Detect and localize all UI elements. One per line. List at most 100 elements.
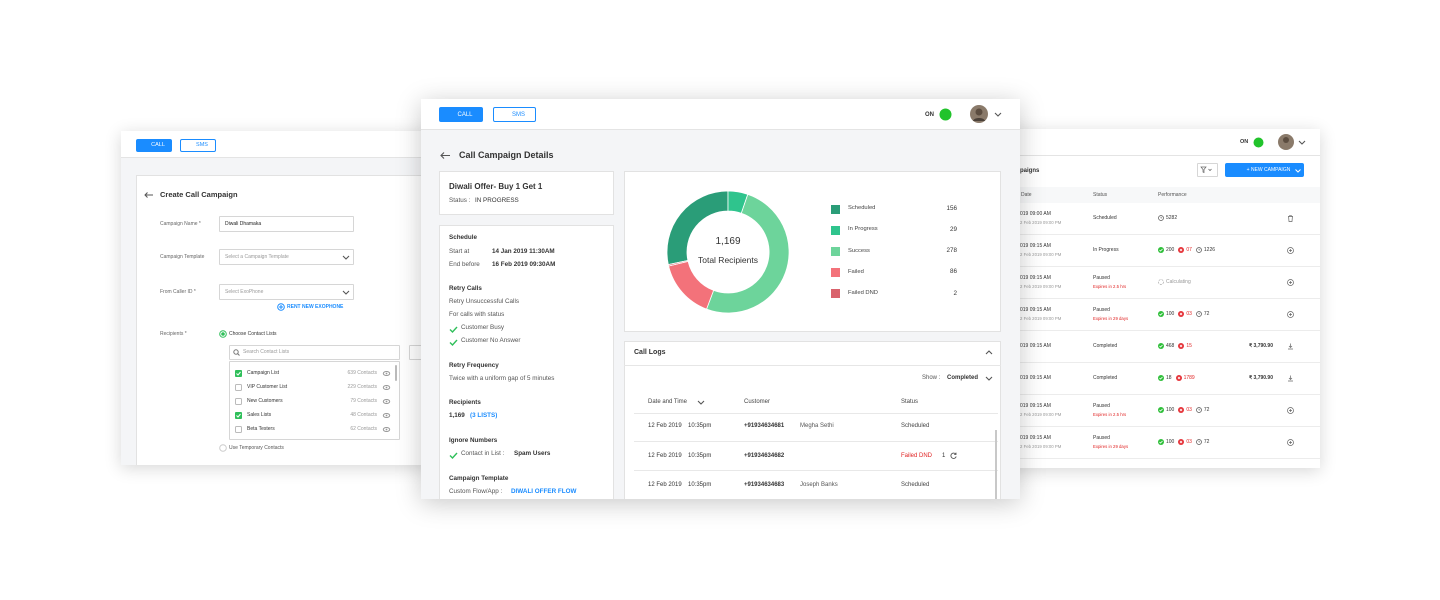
row-action[interactable] [1287,246,1294,254]
new-campaign-button[interactable]: + NEW CAMPAIGN [1225,163,1304,177]
checkbox[interactable] [235,397,242,405]
detail-text: Start at [449,247,470,255]
perf-value: 1226 [1203,246,1216,253]
add-circle[interactable] [1287,310,1294,318]
row-action[interactable] [1287,343,1294,350]
list-count: 229 Contacts [347,383,377,390]
toggle[interactable] [939,108,952,121]
checkbox[interactable] [235,411,242,419]
eye[interactable] [382,413,391,418]
list-checkbox[interactable] [235,425,242,433]
filter-chevron[interactable] [985,376,993,381]
chevron [1295,169,1301,173]
list-count: 62 Contacts [350,425,377,432]
add-circle[interactable] [1287,406,1294,414]
perf-value: 07 [1186,246,1192,253]
checkbox[interactable] [235,425,242,433]
cross [1180,344,1183,348]
toggle-on[interactable] [1253,137,1264,148]
back-arrow[interactable] [144,192,153,198]
donut-total: 1,169 [715,236,741,247]
detail-text: End before [449,260,480,268]
back-icon[interactable] [144,192,153,198]
log-phone: +91934634683 [744,482,785,488]
column-header: Status [1093,191,1108,198]
radio[interactable] [219,444,227,452]
download[interactable] [1288,375,1293,381]
filter-icon[interactable] [1200,166,1213,174]
row-action[interactable] [1287,278,1294,286]
eye[interactable] [382,385,391,390]
trash[interactable] [1288,214,1293,222]
retry[interactable] [950,452,957,459]
legend-label: Success [848,247,870,254]
add-circle[interactable] [1287,438,1294,446]
detail-value: Spam Users [514,449,551,457]
list-checkbox[interactable] [235,369,242,377]
call-tab[interactable]: CALL [136,139,172,152]
form-title: Create Call Campaign [160,190,238,200]
preview-icon[interactable] [382,399,391,404]
row-action[interactable] [1287,310,1294,318]
rent-link[interactable]: RENT NEW EXOPHONE [287,303,344,310]
user-avatar[interactable] [1278,134,1294,150]
row-action[interactable] [1287,438,1294,446]
back-icon[interactable] [440,152,451,159]
radio[interactable] [219,444,227,452]
hands [1198,408,1201,411]
filter-value[interactable]: Completed [947,375,979,381]
add-circle[interactable] [1287,246,1294,254]
list-checkbox[interactable] [235,411,242,419]
perf-icon [1158,311,1164,317]
row-action[interactable] [1287,406,1294,414]
row-action[interactable] [1287,375,1294,382]
dropdown-icon[interactable] [342,255,350,260]
eye[interactable] [382,427,391,432]
clock [1196,311,1202,317]
sms-tab[interactable]: SMS [493,107,536,122]
sort-icon[interactable] [697,400,705,405]
template-link[interactable]: DIWALI OFFER FLOW [511,487,577,495]
chevron [342,290,350,295]
preview-icon[interactable] [382,371,391,376]
checkbox[interactable] [235,369,242,377]
preview-icon[interactable] [382,427,391,432]
row-action[interactable] [1287,214,1294,222]
perf-value: 100 [1166,438,1175,445]
checkbox[interactable] [235,383,242,391]
eye[interactable] [382,371,391,376]
list-checkbox[interactable] [235,397,242,405]
list-count: 639 Contacts [347,369,377,376]
toggle[interactable] [1253,137,1264,148]
donut-segment [668,260,715,310]
check [449,452,458,460]
menu-chevron[interactable] [994,112,1002,117]
donut-chart [666,190,790,314]
card-title: Call Logs [634,348,666,356]
collapse[interactable] [985,350,993,355]
collapse-icon[interactable] [985,350,993,355]
preview-icon[interactable] [382,413,391,418]
check [449,339,458,347]
top-bar [1000,129,1320,156]
user-avatar[interactable] [970,105,988,123]
filter[interactable] [1200,166,1207,174]
preview-icon[interactable] [382,385,391,390]
retry-icon[interactable] [950,452,957,459]
toggle-on[interactable] [939,108,952,121]
download[interactable] [1288,343,1293,349]
back-arrow[interactable] [440,152,450,159]
row-divider [1000,234,1320,235]
dropdown-icon[interactable] [342,290,350,295]
cross [1180,408,1183,412]
eye[interactable] [382,399,391,404]
add-circle[interactable] [1287,278,1294,286]
radio-selected[interactable] [219,330,227,338]
avatar-head [1283,137,1289,143]
menu-chevron[interactable] [1298,140,1306,145]
sms-tab[interactable]: SMS [180,139,216,152]
log-time: 10:35pm [688,423,712,429]
call-tab[interactable]: CALL [439,107,483,122]
list-checkbox[interactable] [235,383,242,391]
lists-link[interactable]: (3 LISTS) [470,411,498,419]
